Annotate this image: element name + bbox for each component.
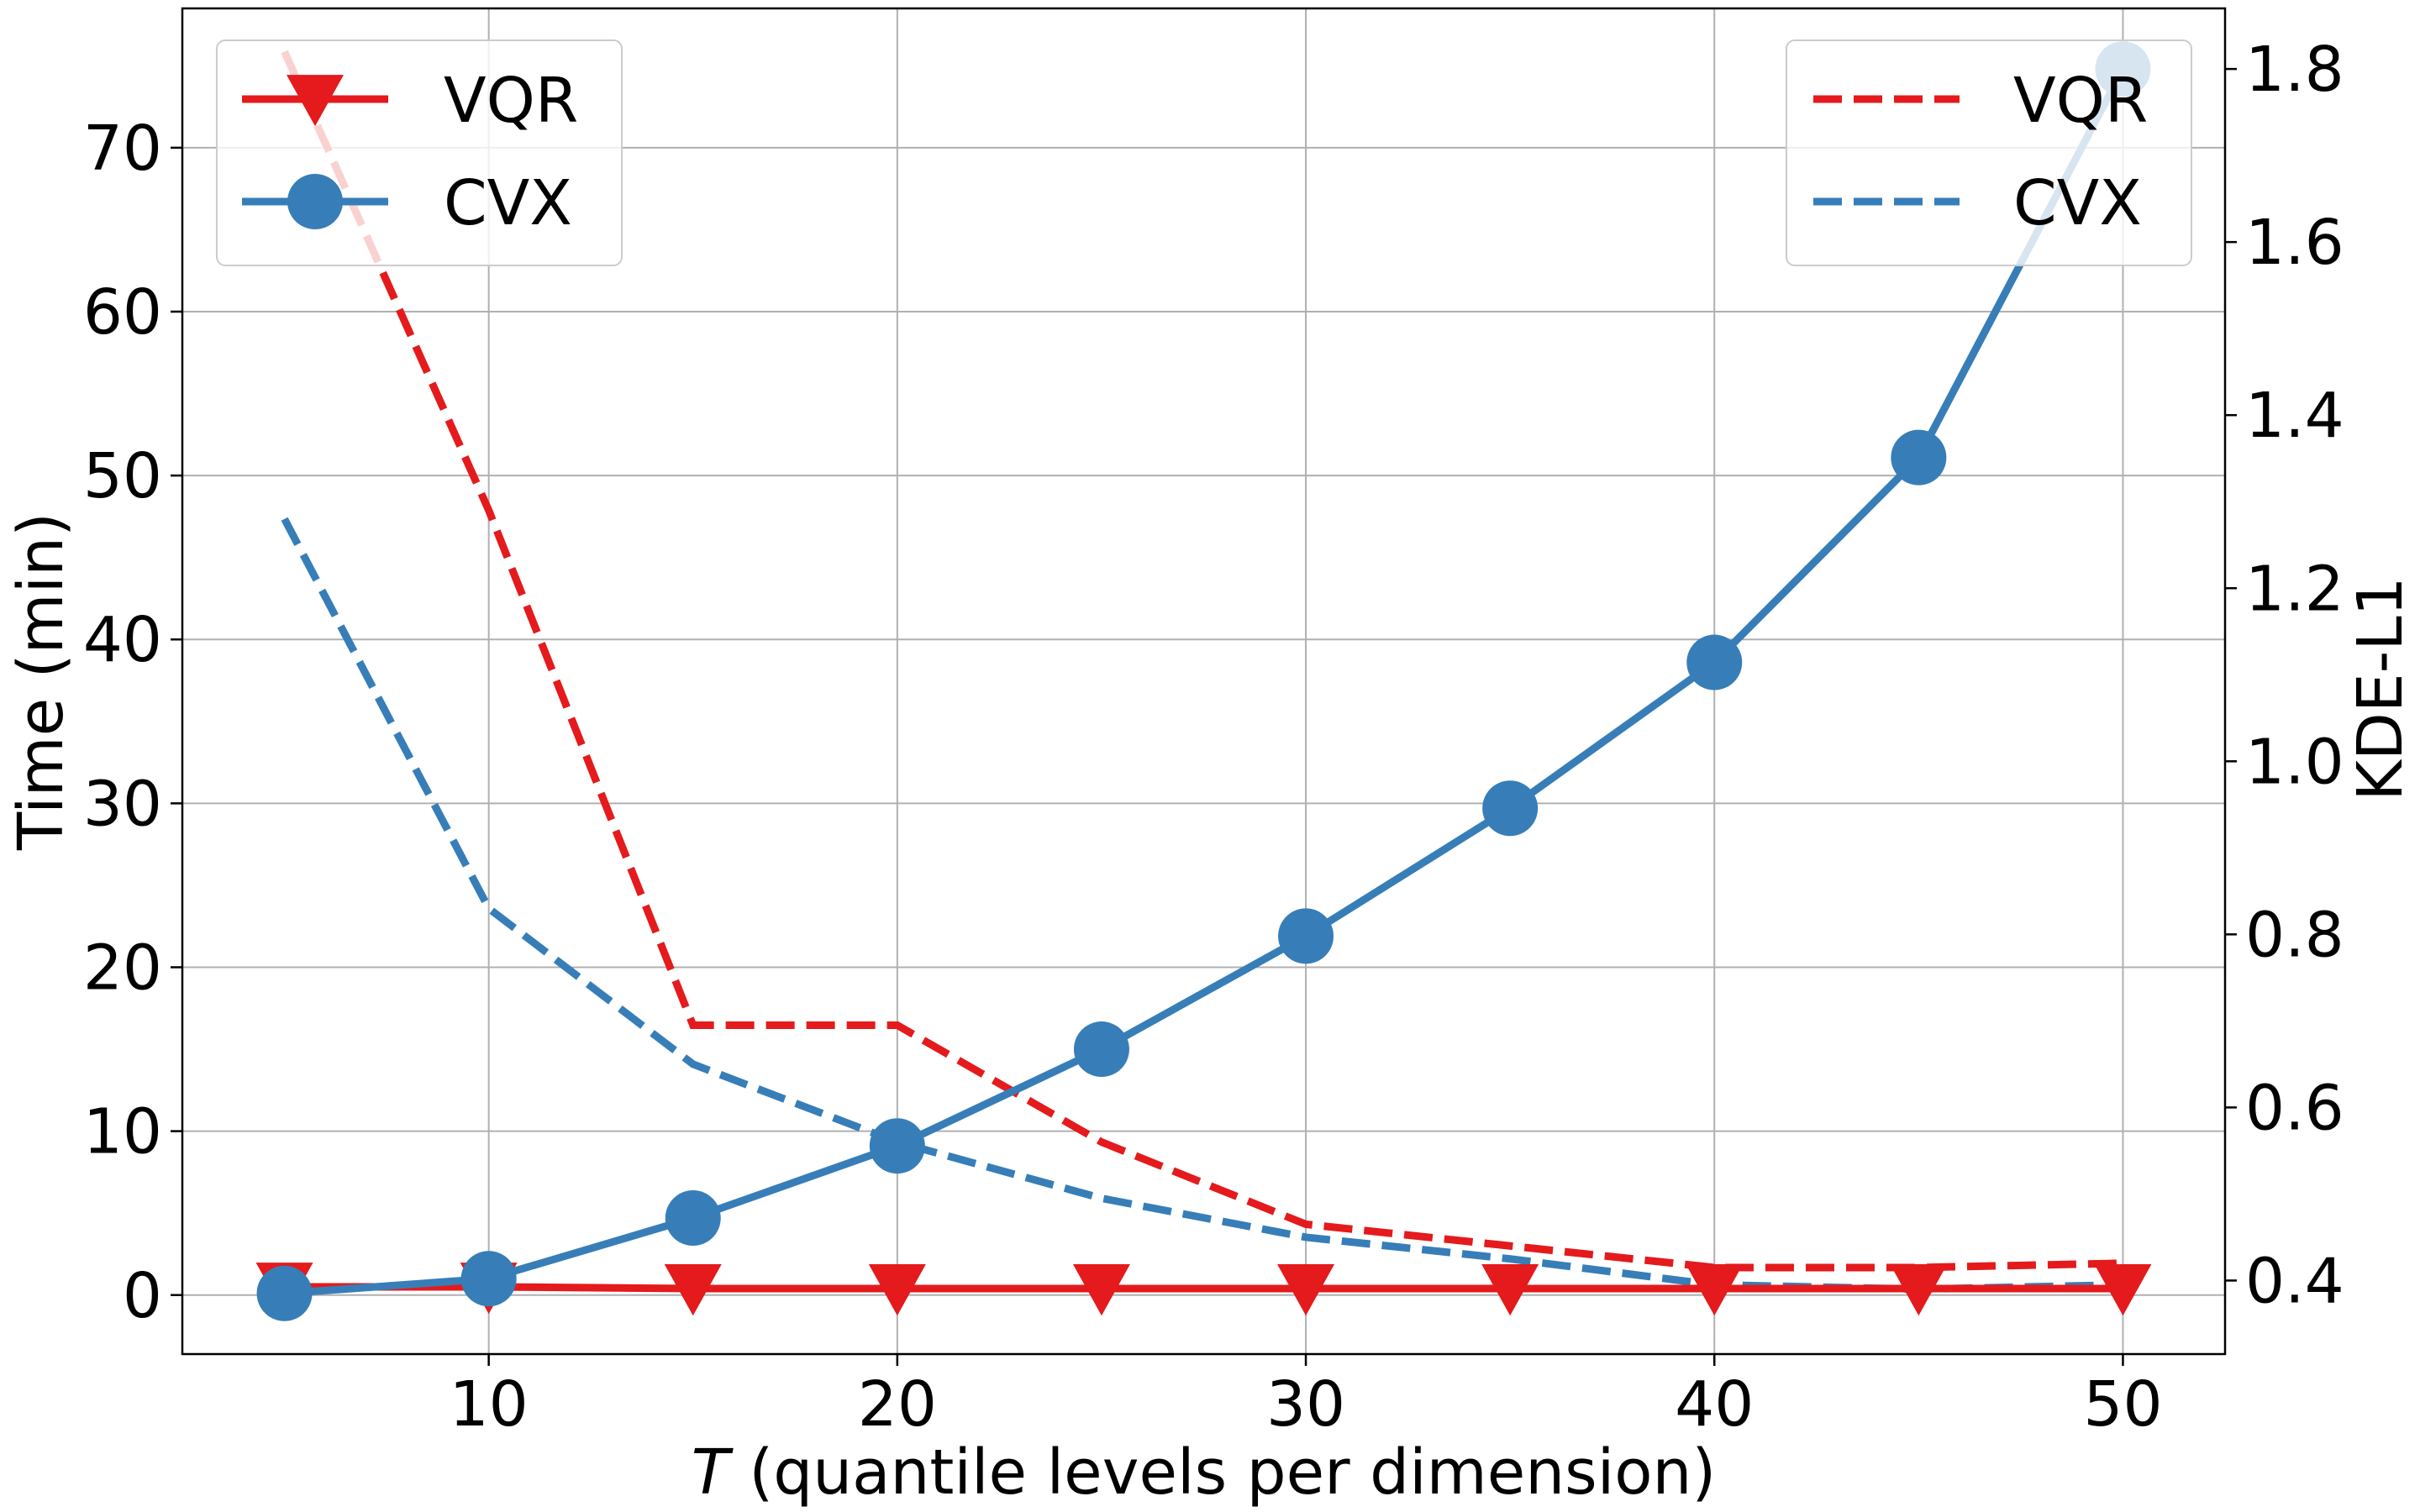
legend-left-label-vqr: VQR [444, 65, 578, 137]
time-point-vqr-30 [1277, 1264, 1335, 1316]
plot-frame [181, 7, 2227, 1356]
y-tick-label-30: 30 [83, 768, 162, 840]
kde-line-cvx [281, 517, 2123, 1294]
y2-tick-label-0.6: 0.6 [2245, 1072, 2344, 1144]
time-point-vqr-25 [1072, 1264, 1130, 1316]
y-tick-label-60: 60 [83, 276, 162, 349]
legend-right-box [1786, 39, 2192, 266]
time-point-cvx-35 [1482, 780, 1539, 837]
kde-series-group [281, 50, 2123, 1294]
time-point-cvx-5 [256, 1265, 313, 1321]
y-tick-label-40: 40 [83, 604, 162, 676]
y2-axis-label: KDE-L1 [2344, 576, 2417, 801]
y2-tick-label-1.4: 1.4 [2245, 380, 2344, 452]
x-tick-label-50: 50 [2083, 1368, 2162, 1441]
y-tick-label-50: 50 [83, 440, 162, 512]
y2-tick-label-0.8: 0.8 [2245, 899, 2344, 971]
time-point-cvx-30 [1278, 908, 1334, 964]
time-point-cvx-40 [1686, 634, 1743, 690]
time-point-vqr-40 [1686, 1264, 1744, 1316]
x-tick-label-30: 30 [1266, 1368, 1345, 1441]
x-axis-label-italic: T [692, 1436, 734, 1509]
time-line-cvx [284, 67, 2127, 1298]
x-axis-label: T (quantile levels per dimension) [692, 1436, 1717, 1509]
time-point-cvx-10 [460, 1251, 517, 1307]
y-tick-label-20: 20 [83, 932, 162, 1004]
time-point-cvx-20 [869, 1118, 925, 1174]
y-tick-label-10: 10 [83, 1096, 162, 1168]
time-point-vqr-35 [1481, 1264, 1539, 1316]
time-point-cvx-45 [1891, 429, 1947, 486]
legend-left: VQR CVX [216, 39, 623, 266]
time-point-cvx-25 [1073, 1021, 1129, 1078]
y2-tick-label-1.0: 1.0 [2245, 726, 2344, 798]
time-point-vqr-45 [1890, 1264, 1948, 1316]
legend-right-label-cvx: CVX [2013, 167, 2142, 239]
y-tick-label-70: 70 [83, 113, 162, 185]
x-tick-label-10: 10 [450, 1368, 529, 1441]
ticks: 10 20 30 40 50 0 10 20 30 40 50 60 70 0.4 0.6 0.8 1.0 1.2… [83, 34, 2344, 1441]
legend-right: VQR CVX [1786, 39, 2192, 266]
time-line-vqr [284, 1283, 2123, 1293]
legend-right-label-vqr: VQR [2013, 65, 2148, 137]
time-point-vqr-50 [2094, 1264, 2152, 1316]
time-point-cvx-15 [665, 1190, 721, 1247]
y2-tick-label-1.8: 1.8 [2245, 34, 2344, 106]
time-series-group [255, 41, 2152, 1321]
x-tick-label-40: 40 [1675, 1368, 1754, 1441]
legend-left-label-cvx: CVX [444, 167, 572, 239]
y-axis-label: Time (min) [5, 512, 77, 851]
y2-tick-label-0.4: 0.4 [2245, 1245, 2344, 1317]
kde-line-vqr [281, 50, 2123, 1272]
x-axis-label-rest: (quantile levels per dimension) [729, 1436, 1716, 1509]
time-point-vqr-20 [868, 1264, 926, 1316]
time-point-vqr-15 [664, 1264, 722, 1316]
y2-tick-label-1.6: 1.6 [2245, 207, 2344, 279]
y2-tick-label-1.2: 1.2 [2245, 553, 2344, 625]
x-tick-label-20: 20 [858, 1368, 937, 1441]
y-tick-label-0: 0 [123, 1260, 162, 1332]
legend-left-marker-vqr [287, 75, 344, 127]
legend-left-marker-cvx [287, 174, 343, 229]
